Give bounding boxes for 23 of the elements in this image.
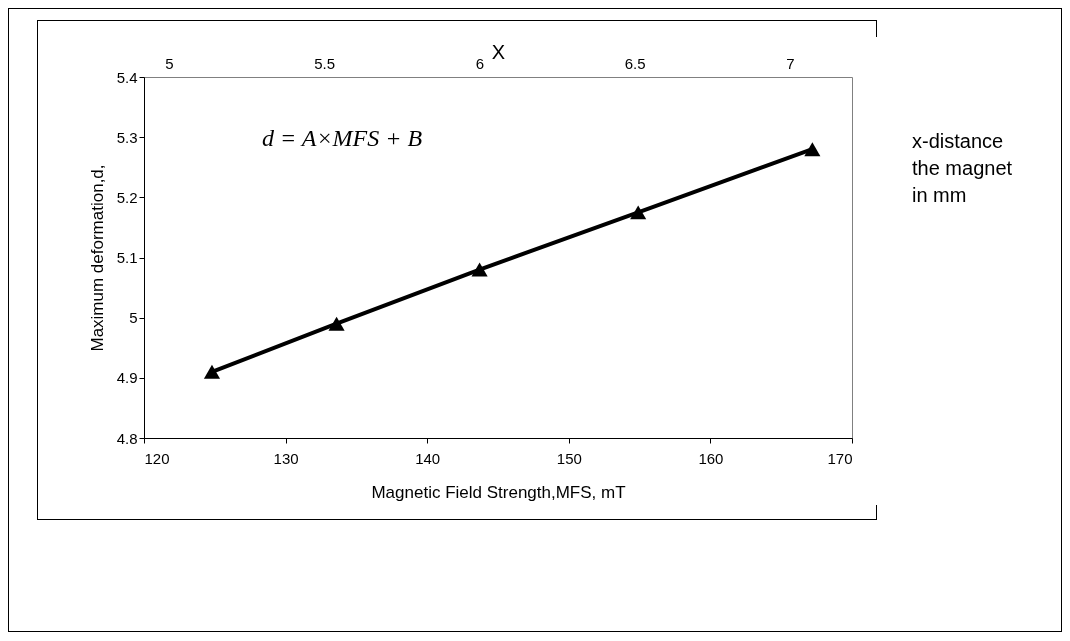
x-tick-label: 150 bbox=[556, 449, 582, 467]
y-tick-label: 4.9 bbox=[116, 369, 138, 387]
x2-tick-label: 6 bbox=[475, 54, 485, 72]
x2-tick-label: 5 bbox=[165, 54, 174, 72]
y-axis-title: Maximum deformation,d, bbox=[87, 164, 107, 352]
x2-axis-title: X bbox=[491, 40, 506, 63]
x-tick-label: 130 bbox=[273, 449, 299, 467]
x-tick-label: 170 bbox=[827, 449, 853, 467]
x-axis-title: Magnetic Field Strength,MFS, mT bbox=[371, 482, 626, 502]
y-tick-label: 5.1 bbox=[116, 249, 138, 266]
x2-tick-label: 5.5 bbox=[314, 54, 336, 72]
x2-tick-label: 7 bbox=[786, 54, 795, 72]
x2-tick-label: 6.5 bbox=[624, 54, 646, 72]
annotation: d = A×MFS + B bbox=[262, 125, 423, 151]
y-tick-label: 5.4 bbox=[116, 68, 138, 86]
x-tick-label: 120 bbox=[144, 449, 170, 467]
y-tick-label: 4.8 bbox=[116, 429, 138, 447]
y-tick-label: 5.2 bbox=[116, 188, 138, 206]
text: x-distance the magnet in mm bbox=[912, 130, 1013, 206]
x-tick-label: 140 bbox=[415, 449, 441, 467]
y-tick-label: 5 bbox=[129, 309, 138, 327]
y-tick-label: 5.3 bbox=[116, 128, 138, 146]
x-tick-label: 160 bbox=[698, 449, 724, 467]
